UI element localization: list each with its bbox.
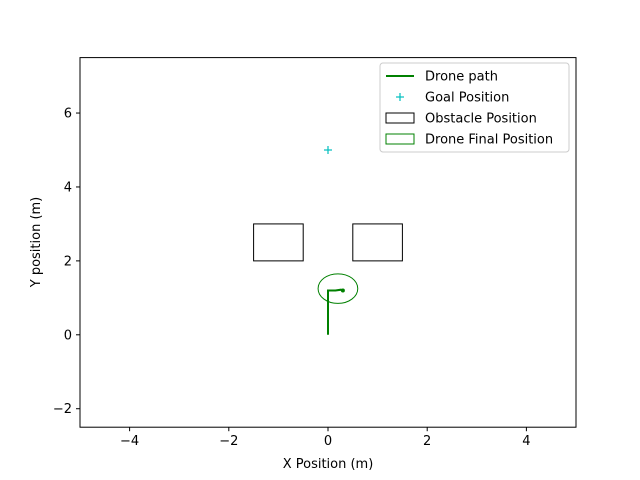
x-axis-label: X Position (m) [283, 457, 374, 472]
legend-handle [385, 112, 415, 124]
legend-label: Drone Final Position [425, 133, 553, 148]
legend: Drone path Goal Position Obstacle Position… [379, 62, 570, 153]
legend-box [379, 62, 570, 153]
legend-label: Drone path [425, 70, 498, 85]
legend-handle [385, 133, 415, 145]
legend-patch-handle [385, 112, 415, 124]
legend-handle [396, 93, 404, 101]
y-tick-label: 2 [64, 254, 72, 269]
drone-path-end-point [340, 288, 345, 293]
x-tick-label: −2 [219, 434, 238, 449]
legend-label: Goal Position [425, 91, 509, 106]
obstacle-rect [352, 223, 403, 262]
drone-path-line [327, 288, 344, 335]
plot-marks [253, 146, 403, 335]
goal-position-marker [324, 146, 332, 154]
x-tick-label: 4 [522, 434, 530, 449]
x-tick-label: 2 [423, 434, 431, 449]
legend-patch-handle [385, 133, 415, 145]
drone-final-position-circle [317, 273, 359, 304]
x-tick-label: −4 [120, 434, 139, 449]
y-tick-label: 4 [64, 180, 72, 195]
y-tick-label: 6 [64, 107, 72, 122]
y-tick-label: 0 [64, 328, 72, 343]
legend-label: Obstacle Position [425, 112, 537, 127]
x-tick-label: 0 [324, 434, 332, 449]
obstacle-rect [253, 223, 304, 262]
y-tick-label: −2 [53, 402, 72, 417]
y-axis-label: Y position (m) [29, 197, 44, 289]
y-axis-ticks: −2 0 2 4 6 [53, 107, 80, 417]
x-axis-ticks: −4 −2 0 2 4 [120, 427, 531, 449]
